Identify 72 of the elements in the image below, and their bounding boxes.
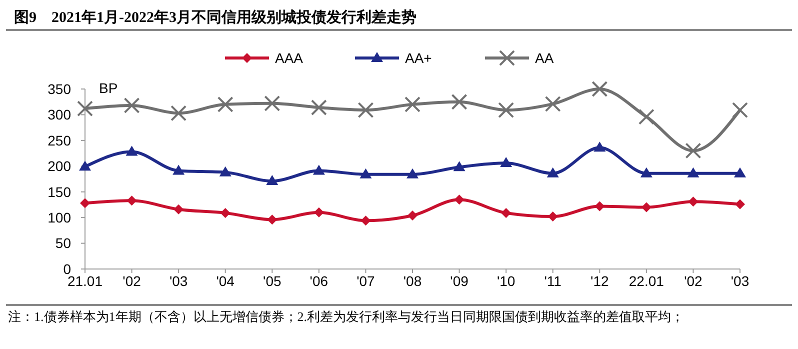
legend-label: AA+	[405, 50, 432, 66]
legend-label: AA	[535, 50, 554, 66]
x-tick-label: '03	[169, 273, 188, 289]
point	[638, 108, 654, 125]
point	[498, 102, 514, 118]
point	[77, 100, 93, 117]
x-tick-label: '02	[122, 273, 142, 289]
y-tick-label: 100	[48, 209, 72, 226]
point	[126, 146, 138, 156]
x-tick-label: '07	[356, 273, 376, 289]
point	[500, 157, 512, 168]
x-tick-label: '02	[684, 273, 703, 289]
x-tick-label: '08	[403, 273, 422, 289]
point	[172, 164, 185, 175]
point	[732, 102, 748, 118]
point	[170, 105, 187, 122]
x-tick-label: '03	[730, 273, 750, 289]
point	[594, 142, 606, 152]
x-tick-label: '06	[310, 273, 328, 289]
point	[544, 96, 561, 112]
point	[360, 216, 371, 226]
x-tick-label: '10	[496, 273, 516, 289]
x-tick-label: '05	[263, 273, 282, 289]
point	[454, 194, 464, 205]
point	[360, 168, 372, 178]
x-tick-label: '09	[450, 273, 469, 289]
point	[80, 198, 90, 208]
y-tick-label: 250	[48, 132, 72, 148]
y-tick-label: 300	[48, 106, 72, 123]
x-tick-label: '04	[216, 273, 235, 289]
point	[310, 100, 327, 116]
point	[124, 97, 140, 114]
point	[687, 167, 700, 178]
point	[594, 201, 605, 212]
point	[685, 142, 702, 159]
point	[404, 96, 420, 112]
y-axis-title: BP	[99, 80, 118, 96]
point	[546, 167, 559, 178]
point	[79, 160, 91, 171]
point	[314, 207, 324, 218]
point	[126, 196, 137, 206]
point	[548, 212, 558, 222]
point	[174, 204, 184, 214]
point	[501, 208, 512, 218]
point	[734, 167, 746, 178]
point	[408, 210, 418, 221]
point	[267, 214, 278, 225]
point	[219, 166, 232, 176]
chart-title: 图9 2021年1月-2022年3月不同信用级别城投债发行利差走势	[14, 9, 416, 26]
x-tick-label: '12	[590, 273, 609, 289]
y-tick-label: 200	[48, 158, 72, 174]
y-tick-label: 350	[48, 80, 72, 97]
x-tick-label: '11	[544, 273, 562, 289]
point	[640, 167, 652, 178]
point	[451, 94, 468, 110]
x-tick-label: 22.01	[628, 273, 664, 289]
point	[266, 175, 278, 186]
point	[641, 202, 652, 212]
point	[406, 168, 418, 178]
point	[358, 102, 374, 118]
point	[217, 96, 234, 112]
point	[453, 161, 466, 172]
point	[592, 81, 608, 97]
point	[264, 95, 280, 112]
text: 注：1.债券样本为1年期（不含）以上无增信债券；2.利差为发行利率与发行当日同期限国债到期收益率的差值取平均；	[8, 309, 684, 324]
point	[735, 199, 745, 210]
legend-label: AAA	[275, 50, 304, 66]
point	[688, 196, 698, 207]
point	[220, 208, 230, 218]
point	[312, 164, 325, 175]
y-tick-label: 150	[48, 184, 72, 200]
y-tick-label: 50	[55, 235, 72, 252]
